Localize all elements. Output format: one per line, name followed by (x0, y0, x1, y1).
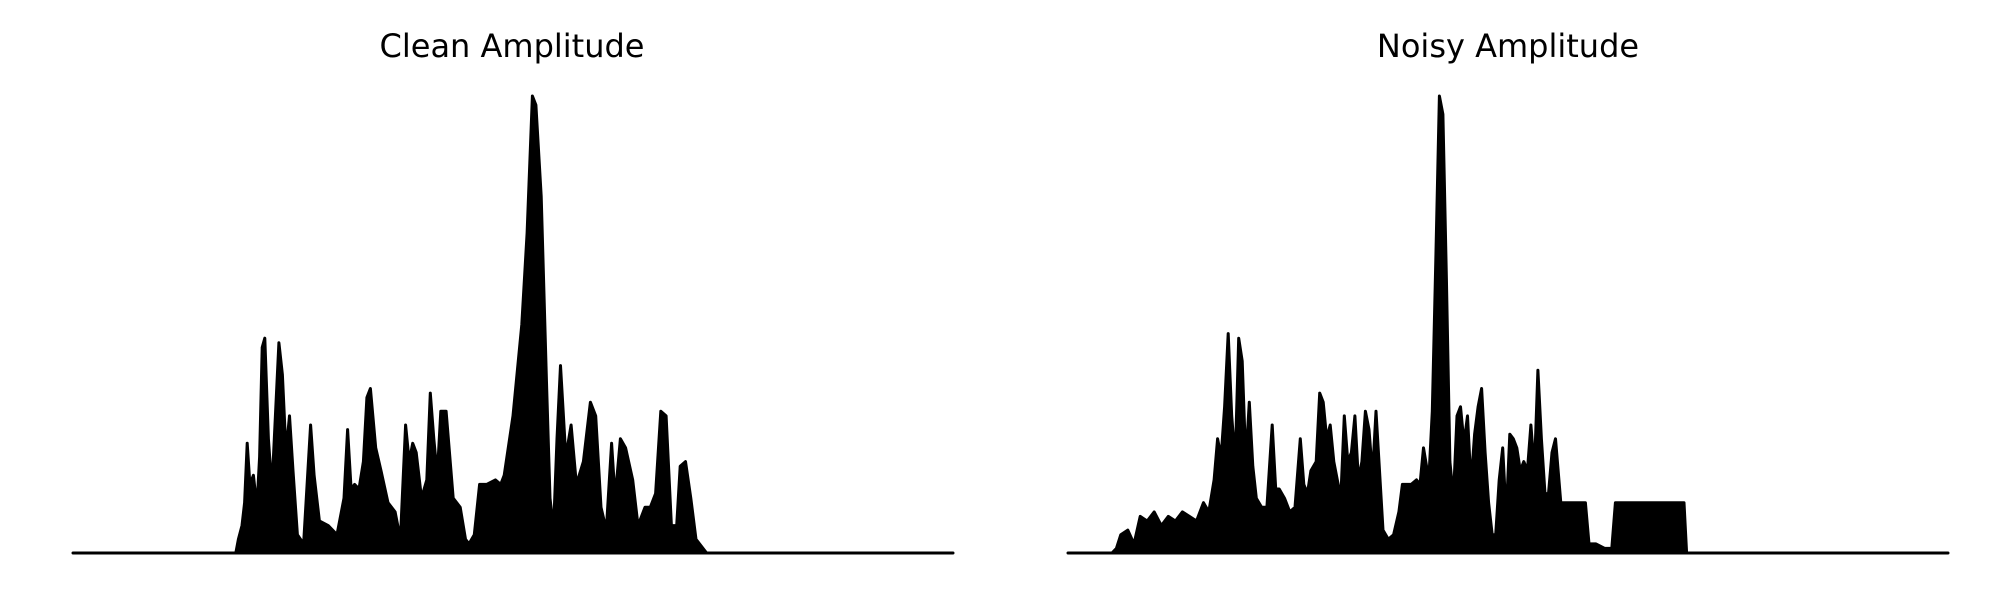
chart-title-noisy: Noisy Amplitude (1377, 27, 1639, 65)
chart-panel-clean: Clean Amplitude (71, 27, 955, 555)
amplitude-area-noisy (1066, 94, 1950, 555)
chart-panel-noisy: Noisy Amplitude (1066, 27, 1950, 555)
amplitude-area-clean (71, 94, 955, 555)
chart-title-clean: Clean Amplitude (380, 27, 645, 65)
amplitude-area-noisy (1066, 94, 1950, 555)
amplitude-area-clean (71, 94, 955, 555)
